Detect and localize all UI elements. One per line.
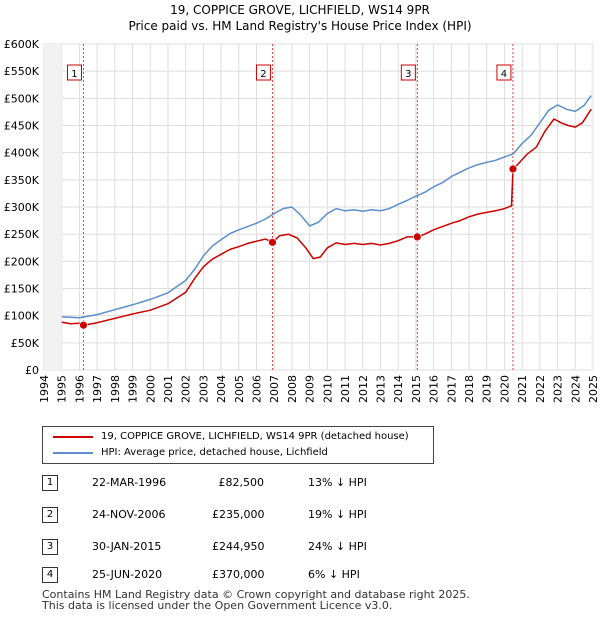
legend: 19, COPPICE GROVE, LICHFIELD, WS14 9PR (… — [42, 426, 434, 464]
y-tick-label: £550K — [4, 65, 40, 78]
footer-line-copyright: Contains HM Land Registry data © Crown c… — [42, 588, 470, 601]
sale-label-box — [255, 64, 271, 81]
footer-attribution: Contains HM Land Registry data © Crown c… — [42, 589, 470, 611]
sale-number-badge: 2 — [42, 507, 58, 523]
sale-label-number: 2 — [260, 69, 266, 80]
sale-point — [412, 232, 422, 242]
sale-label-box — [66, 64, 82, 81]
y-tick-label: £150K — [4, 283, 40, 296]
y-tick-label: £400K — [4, 147, 40, 160]
sale-hpi-diff: 19% ↓ HPI — [308, 508, 367, 521]
sale-price: £82,500 — [218, 476, 265, 489]
price-chart: 19, COPPICE GROVE, LICHFIELD, WS14 9PR P… — [4, 3, 600, 403]
x-tick-label: 2016 — [428, 375, 441, 403]
y-tick-label: £300K — [4, 201, 40, 214]
sale-point — [508, 164, 518, 174]
legend-swatch-property — [53, 436, 93, 438]
x-tick-label: 2008 — [286, 375, 299, 403]
footer-line-licence: This data is licensed under the Open Gov… — [42, 599, 393, 612]
x-tick-label: 1999 — [127, 375, 140, 403]
sale-date: 30-JAN-2015 — [92, 540, 162, 553]
legend-label-property: 19, COPPICE GROVE, LICHFIELD, WS14 9PR (… — [101, 431, 409, 442]
x-tick-label: 1995 — [56, 375, 69, 403]
x-tick-label: 2012 — [357, 375, 370, 403]
y-tick-label: £350K — [4, 174, 40, 187]
x-tick-label: 2003 — [197, 375, 210, 403]
sale-number-badge: 4 — [42, 567, 58, 583]
x-tick-label: 2025 — [587, 375, 600, 403]
sale-price: £244,950 — [212, 540, 265, 553]
x-tick-label: 2009 — [304, 375, 317, 403]
x-tick-label: 2000 — [144, 375, 157, 403]
x-tick-label: 1998 — [109, 375, 122, 403]
sale-hpi-diff: 24% ↓ HPI — [308, 540, 367, 553]
x-tick-label: 2019 — [481, 375, 494, 403]
sale-date: 22-MAR-1996 — [92, 476, 167, 489]
sale-price: £235,000 — [212, 508, 265, 521]
legend-label-hpi: HPI: Average price, detached house, Lich… — [101, 447, 328, 458]
x-tick-label: 2002 — [180, 375, 193, 403]
x-tick-label: 2014 — [392, 375, 405, 403]
y-tick-label: £100K — [4, 310, 40, 323]
x-tick-label: 2017 — [445, 375, 458, 403]
x-tick-label: 2013 — [374, 375, 387, 403]
sale-label-box — [496, 64, 512, 81]
x-tick-label: 2015 — [410, 375, 423, 403]
x-tick-label: 2023 — [552, 375, 565, 403]
sale-date: 24-NOV-2006 — [92, 508, 166, 521]
x-tick-label: 2018 — [463, 375, 476, 403]
sale-hpi-diff: 6% ↓ HPI — [308, 568, 360, 581]
y-tick-label: £0 — [25, 364, 39, 377]
x-tick-label: 1996 — [73, 375, 86, 403]
x-tick-label: 2001 — [162, 375, 175, 403]
hpi-line — [61, 95, 592, 319]
sale-price: £370,000 — [212, 568, 265, 581]
y-tick-label: £250K — [4, 228, 40, 241]
sale-label-box — [400, 64, 416, 81]
no-data-region — [44, 44, 62, 370]
x-tick-label: 2004 — [215, 375, 228, 403]
x-tick-label: 2022 — [534, 375, 547, 403]
x-tick-label: 2007 — [268, 375, 281, 403]
y-tick-label: £200K — [4, 255, 40, 268]
x-tick-label: 2024 — [569, 375, 582, 403]
sale-number-badge: 3 — [42, 539, 58, 555]
chart-subtitle: Price paid vs. HM Land Registry's House … — [128, 19, 471, 33]
sale-date: 25-JUN-2020 — [92, 568, 163, 581]
y-tick-label: £600K — [4, 38, 40, 51]
x-tick-label: 1997 — [91, 375, 104, 403]
x-tick-label: 2021 — [516, 375, 529, 403]
sale-label-number: 3 — [405, 69, 411, 80]
x-tick-label: 1994 — [38, 375, 51, 403]
y-tick-label: £50K — [11, 337, 40, 350]
x-tick-label: 2005 — [233, 375, 246, 403]
chart-title: 19, COPPICE GROVE, LICHFIELD, WS14 9PR — [170, 3, 430, 17]
y-tick-label: £500K — [4, 92, 40, 105]
sale-label-number: 4 — [501, 69, 507, 80]
sale-hpi-diff: 13% ↓ HPI — [308, 476, 367, 489]
sale-point — [268, 237, 277, 247]
x-tick-label: 2020 — [498, 375, 511, 403]
no-data-region — [591, 44, 593, 370]
x-tick-label: 2011 — [339, 375, 352, 403]
sale-number-badge: 1 — [42, 475, 58, 491]
x-tick-label: 2010 — [321, 375, 334, 403]
legend-swatch-hpi — [53, 452, 93, 454]
x-tick-label: 2006 — [251, 375, 264, 403]
sale-point — [79, 320, 88, 330]
y-tick-label: £450K — [4, 120, 40, 133]
sale-label-number: 1 — [71, 69, 77, 80]
